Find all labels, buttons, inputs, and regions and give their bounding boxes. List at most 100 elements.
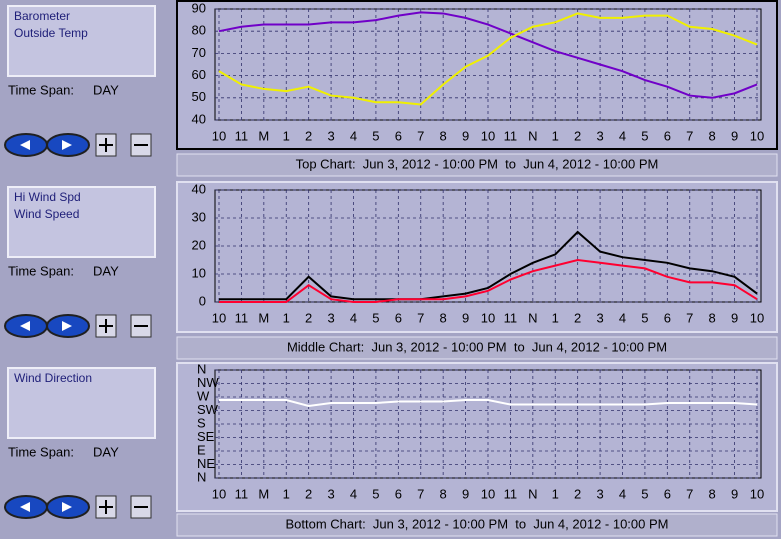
x-tick-label: 6 (395, 310, 402, 325)
x-tick-label: 5 (372, 128, 379, 143)
x-tick-label: 11 (504, 486, 518, 501)
x-tick-label: 11 (235, 310, 249, 325)
x-tick-label: 4 (619, 310, 626, 325)
x-tick-label: 5 (372, 310, 379, 325)
x-tick-label: 10 (481, 128, 495, 143)
x-tick-label: 6 (664, 128, 671, 143)
y-tick-label: E (197, 442, 206, 457)
y-tick-label: S (197, 415, 206, 430)
y-tick-label: SW (197, 402, 219, 417)
y-tick-label: W (197, 388, 210, 403)
x-tick-label: 9 (462, 486, 469, 501)
x-tick-label: 5 (641, 128, 648, 143)
arrow-icon (20, 502, 30, 512)
x-tick-label: 10 (212, 486, 226, 501)
x-tick-label: M (258, 310, 269, 325)
plus-icon (99, 138, 113, 152)
arrow-icon (20, 140, 30, 150)
x-tick-label: 10 (750, 128, 764, 143)
y-tick-label: 60 (192, 67, 206, 82)
x-tick-label: 11 (504, 128, 518, 143)
x-tick-label: 6 (395, 486, 402, 501)
x-tick-label: 4 (350, 486, 357, 501)
chart-caption: Middle Chart: Jun 3, 2012 - 10:00 PM to … (287, 339, 667, 354)
x-tick-label: M (258, 128, 269, 143)
x-tick-label: 1 (552, 128, 559, 143)
series-box (7, 186, 156, 258)
x-tick-label: 4 (619, 128, 626, 143)
x-tick-label: 3 (596, 310, 603, 325)
time-span-value: DAY (93, 263, 119, 278)
x-tick-label: 11 (235, 486, 249, 501)
y-tick-label: 30 (192, 209, 206, 224)
x-tick-label: 2 (574, 310, 581, 325)
x-tick-label: 1 (283, 128, 290, 143)
x-tick-label: 7 (686, 128, 693, 143)
x-tick-label: 2 (305, 128, 312, 143)
arrow-icon (62, 321, 72, 331)
x-tick-label: 2 (305, 310, 312, 325)
series-line (218, 11, 758, 99)
x-tick-label: 8 (709, 486, 716, 501)
y-tick-label: 90 (192, 0, 206, 15)
x-tick-label: 1 (283, 310, 290, 325)
time-span-label: Time Span: (8, 82, 74, 97)
x-tick-label: 4 (619, 486, 626, 501)
series-line (218, 12, 758, 106)
y-tick-label: 70 (192, 45, 206, 60)
x-tick-label: 8 (709, 128, 716, 143)
series-name: Hi Wind Spd (14, 190, 81, 204)
x-tick-label: 8 (440, 128, 447, 143)
chart-caption: Bottom Chart: Jun 3, 2012 - 10:00 PM to … (286, 516, 669, 531)
x-tick-label: 9 (731, 128, 738, 143)
caption-bar (176, 513, 778, 537)
y-tick-label: NW (197, 375, 219, 390)
x-tick-label: 10 (750, 486, 764, 501)
caption-bar (176, 153, 778, 177)
x-tick-label: 3 (596, 486, 603, 501)
x-tick-label: 2 (574, 486, 581, 501)
x-tick-label: 9 (462, 128, 469, 143)
x-tick-label: M (258, 486, 269, 501)
x-tick-label: 2 (574, 128, 581, 143)
x-tick-label: 11 (504, 310, 518, 325)
series-line (219, 258, 758, 303)
x-tick-label: N (528, 486, 537, 501)
x-tick-label: 4 (350, 310, 357, 325)
time-span-label: Time Span: (8, 263, 74, 278)
x-tick-label: 6 (395, 128, 402, 143)
x-tick-label: 3 (327, 310, 334, 325)
x-tick-label: 3 (327, 486, 334, 501)
x-tick-label: 5 (641, 310, 648, 325)
x-tick-label: 3 (596, 128, 603, 143)
arrow-icon (20, 321, 30, 331)
x-tick-label: 5 (372, 486, 379, 501)
series-name: Wind Speed (14, 207, 79, 221)
y-tick-label: N (197, 469, 206, 484)
x-tick-label: 6 (664, 486, 671, 501)
x-tick-label: 10 (481, 486, 495, 501)
y-tick-label: 50 (192, 89, 206, 104)
series-box (7, 367, 156, 439)
x-tick-label: 9 (731, 486, 738, 501)
x-tick-label: 10 (750, 310, 764, 325)
x-tick-label: 9 (731, 310, 738, 325)
x-tick-label: 7 (686, 486, 693, 501)
time-span-label: Time Span: (8, 444, 74, 459)
x-tick-label: 3 (327, 128, 334, 143)
y-tick-label: N (197, 361, 206, 376)
arrow-icon (62, 140, 72, 150)
x-tick-label: 7 (417, 486, 424, 501)
y-tick-label: SE (197, 429, 215, 444)
x-tick-label: 8 (440, 310, 447, 325)
x-tick-label: 10 (481, 310, 495, 325)
time-span-value: DAY (93, 444, 119, 459)
arrow-icon (62, 502, 72, 512)
x-tick-label: 10 (212, 128, 226, 143)
series-line (219, 230, 758, 301)
series-name: Barometer (14, 9, 70, 23)
y-tick-label: NE (197, 456, 215, 471)
series-name: Outside Temp (14, 26, 88, 40)
y-tick-label: 20 (192, 237, 206, 252)
